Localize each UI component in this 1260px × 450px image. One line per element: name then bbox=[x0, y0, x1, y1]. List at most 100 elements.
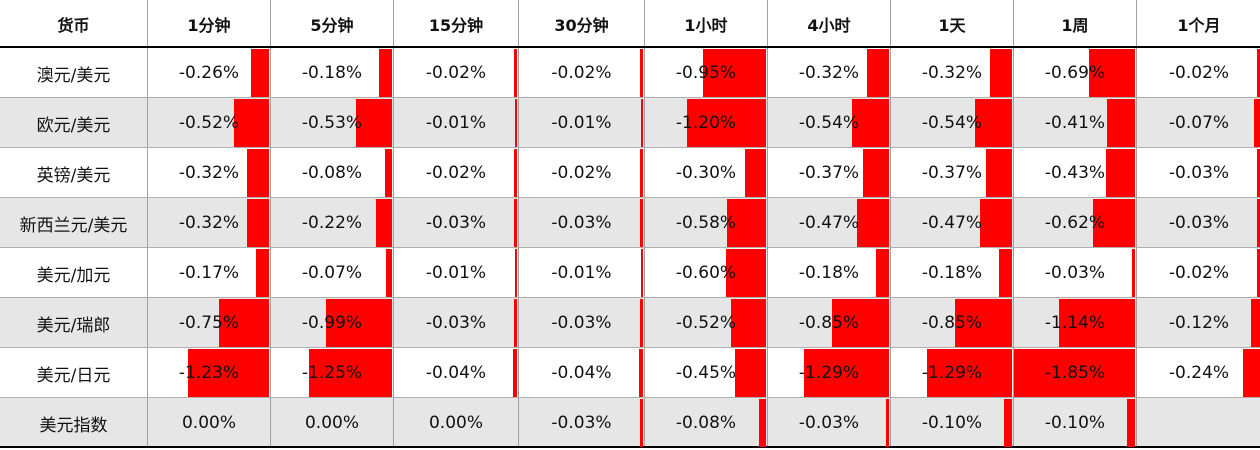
value-cell: -0.07% bbox=[1137, 98, 1260, 148]
value-cell: -0.95% bbox=[645, 48, 768, 98]
data-bar bbox=[803, 349, 889, 397]
cell-text: 1个月 bbox=[1177, 16, 1221, 35]
data-bar bbox=[1131, 249, 1135, 297]
cell-text: -1.85% bbox=[1044, 363, 1106, 383]
header-cell: 货币 bbox=[0, 0, 148, 48]
cell-text: -0.03% bbox=[1044, 263, 1106, 283]
data-bar bbox=[1256, 199, 1260, 247]
cell-text: 美元/瑞郎 bbox=[36, 315, 111, 336]
value-cell: -0.32% bbox=[148, 198, 271, 248]
value-cell: -0.24% bbox=[1137, 348, 1260, 398]
data-bar bbox=[745, 149, 766, 197]
data-bar bbox=[955, 299, 1012, 347]
cell-text: -0.43% bbox=[1044, 163, 1106, 183]
value-cell: -0.18% bbox=[271, 48, 394, 98]
row-rule bbox=[0, 197, 1260, 198]
cell-text: -0.02% bbox=[1168, 263, 1230, 283]
value-cell: -0.03% bbox=[519, 198, 645, 248]
data-bar bbox=[1127, 399, 1135, 447]
value-cell: -0.03% bbox=[394, 198, 519, 248]
data-bar bbox=[639, 299, 643, 347]
data-bar bbox=[513, 299, 517, 347]
value-cell: -0.43% bbox=[1014, 148, 1137, 198]
value-cell: -0.22% bbox=[271, 198, 394, 248]
name-cell: 美元/瑞郎 bbox=[0, 298, 148, 348]
data-bar bbox=[875, 249, 889, 297]
cell-text: -0.02% bbox=[551, 163, 612, 183]
data-bar bbox=[735, 349, 766, 397]
name-cell: 欧元/美元 bbox=[0, 98, 148, 148]
value-cell: -0.85% bbox=[891, 298, 1014, 348]
value-cell: 0.00% bbox=[148, 398, 271, 448]
name-cell: 英镑/美元 bbox=[0, 148, 148, 198]
value-cell: -0.02% bbox=[1137, 248, 1260, 298]
value-cell: -1.29% bbox=[768, 348, 891, 398]
value-cell: -0.12% bbox=[1137, 298, 1260, 348]
cell-text: -1.23% bbox=[178, 363, 240, 383]
data-bar bbox=[926, 349, 1012, 397]
header-cell: 1分钟 bbox=[148, 0, 271, 48]
data-bar bbox=[640, 249, 643, 297]
data-bar bbox=[639, 399, 643, 447]
cell-text: -0.32% bbox=[798, 63, 860, 83]
cell-text: -0.60% bbox=[675, 263, 737, 283]
cell-text: -1.14% bbox=[1044, 313, 1106, 333]
value-cell: -0.01% bbox=[519, 248, 645, 298]
value-cell: -0.08% bbox=[271, 148, 394, 198]
row-rule bbox=[0, 397, 1260, 398]
value-cell: -0.03% bbox=[519, 298, 645, 348]
data-bar bbox=[1059, 299, 1135, 347]
value-cell: -0.62% bbox=[1014, 198, 1137, 248]
data-bar bbox=[852, 99, 889, 147]
cell-text: -0.99% bbox=[301, 313, 363, 333]
data-bar bbox=[726, 199, 766, 247]
data-bar bbox=[1106, 99, 1135, 147]
row-rule bbox=[0, 247, 1260, 248]
cell-text: -0.58% bbox=[675, 213, 737, 233]
cell-text: -0.47% bbox=[921, 213, 983, 233]
cell-text: -0.95% bbox=[675, 63, 737, 83]
cell-text: -1.29% bbox=[921, 363, 983, 383]
value-cell: -0.32% bbox=[148, 148, 271, 198]
value-cell: -0.99% bbox=[271, 298, 394, 348]
value-cell: -0.03% bbox=[1137, 198, 1260, 248]
header-cell: 15分钟 bbox=[394, 0, 519, 48]
data-bar bbox=[250, 49, 269, 97]
cell-text: 4小时 bbox=[807, 16, 851, 35]
data-bar bbox=[1105, 149, 1135, 197]
cell-text: -0.52% bbox=[675, 313, 737, 333]
row-rule bbox=[0, 147, 1260, 148]
data-bar bbox=[989, 49, 1012, 97]
data-bar bbox=[638, 349, 643, 397]
data-bar bbox=[514, 49, 517, 97]
data-bar bbox=[233, 99, 269, 147]
cell-text: -0.10% bbox=[1044, 413, 1106, 433]
header-cell: 4小时 bbox=[768, 0, 891, 48]
cell-text: -0.03% bbox=[798, 413, 860, 433]
cell-text: -0.03% bbox=[1168, 163, 1230, 183]
value-cell: -0.58% bbox=[645, 198, 768, 248]
cell-text: -0.18% bbox=[921, 263, 983, 283]
value-cell: -0.03% bbox=[768, 398, 891, 448]
cell-text: -0.03% bbox=[1168, 213, 1230, 233]
cell-text: -0.52% bbox=[178, 113, 240, 133]
cell-text: 1小时 bbox=[684, 16, 728, 35]
header-cell: 1小时 bbox=[645, 0, 768, 48]
cell-text: -0.85% bbox=[921, 313, 983, 333]
value-cell: -0.32% bbox=[891, 48, 1014, 98]
data-bar bbox=[385, 149, 392, 197]
cell-text: -0.30% bbox=[675, 163, 737, 183]
cell-text: 1分钟 bbox=[187, 16, 231, 35]
cell-text: -0.03% bbox=[425, 313, 487, 333]
data-bar bbox=[639, 199, 643, 247]
cell-text: 美元/日元 bbox=[36, 365, 111, 386]
data-bar bbox=[1253, 99, 1260, 147]
cell-text: 1天 bbox=[938, 16, 966, 35]
data-bar bbox=[326, 299, 392, 347]
cell-text: -0.10% bbox=[921, 413, 983, 433]
value-cell: 0.00% bbox=[394, 398, 519, 448]
cell-text: -0.54% bbox=[921, 113, 983, 133]
cell-text: -0.32% bbox=[178, 213, 240, 233]
header-cell: 1天 bbox=[891, 0, 1014, 48]
